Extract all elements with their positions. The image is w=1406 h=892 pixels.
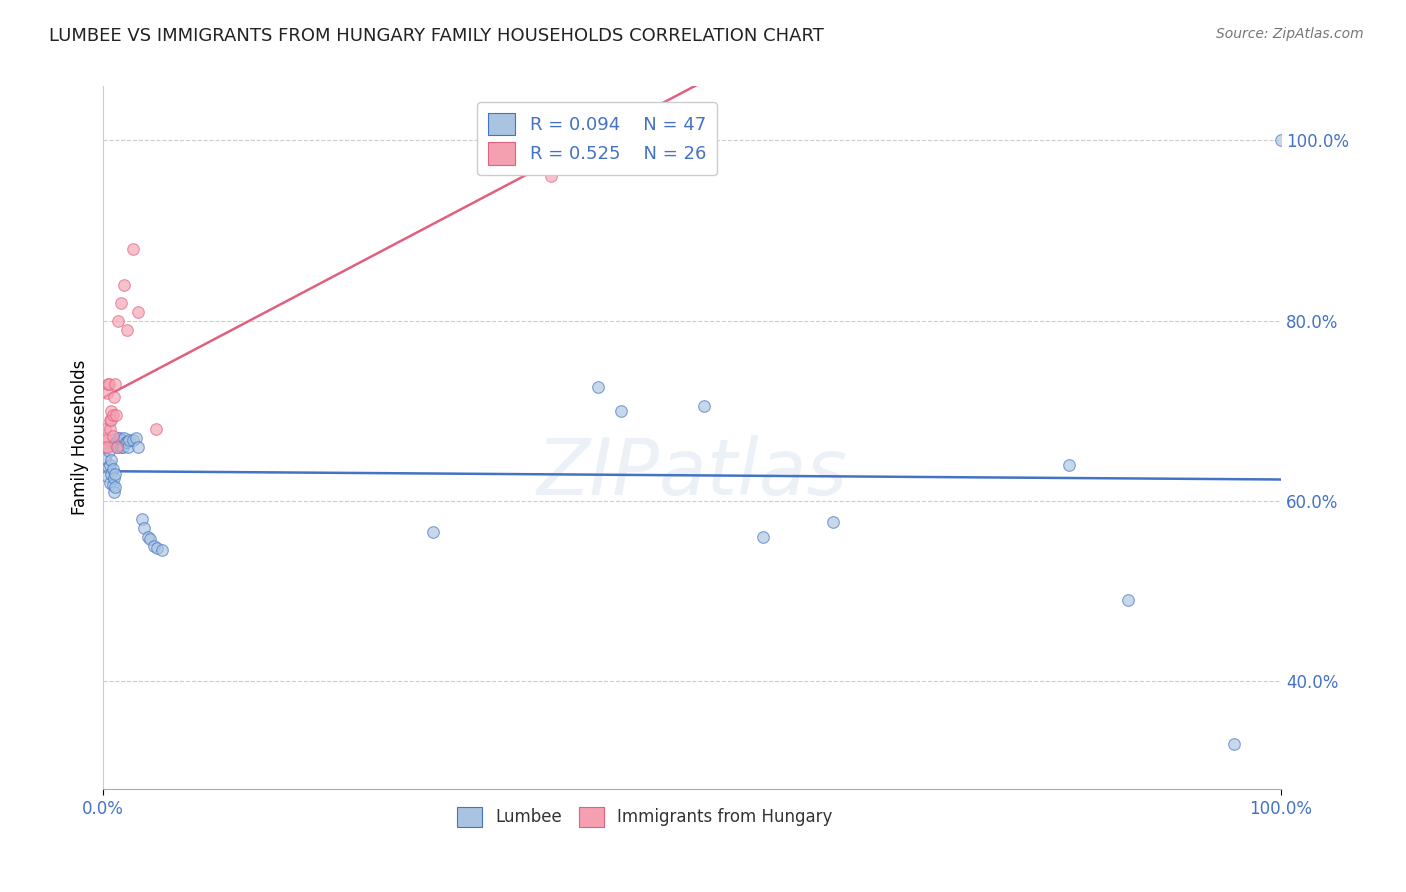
Point: [134, 521, 156, 535]
Point: [94, 422, 117, 436]
Point: [112, 277, 135, 292]
Point: [127, 304, 149, 318]
Point: [1223, 737, 1246, 751]
Point: [117, 440, 139, 454]
Point: [108, 431, 131, 445]
Point: [104, 467, 127, 481]
Point: [101, 429, 124, 443]
Point: [96, 385, 118, 400]
Point: [1270, 133, 1292, 147]
Point: [146, 541, 169, 555]
Point: [823, 515, 845, 529]
Point: [118, 433, 141, 447]
Legend: Lumbee, Immigrants from Hungary: Lumbee, Immigrants from Hungary: [450, 800, 839, 834]
Point: [111, 433, 134, 447]
Point: [101, 477, 124, 491]
Point: [107, 313, 129, 327]
Point: [145, 422, 167, 436]
Point: [422, 525, 444, 540]
Point: [91, 435, 114, 450]
Point: [1116, 593, 1139, 607]
Point: [93, 440, 115, 454]
Point: [97, 459, 120, 474]
Point: [114, 435, 136, 450]
Point: [105, 409, 128, 423]
Point: [104, 376, 127, 391]
Point: [540, 169, 562, 184]
Point: [150, 543, 173, 558]
Point: [139, 532, 162, 546]
Point: [131, 512, 153, 526]
Point: [103, 471, 125, 485]
Point: [115, 323, 138, 337]
Point: [98, 422, 121, 436]
Point: [100, 413, 122, 427]
Point: [751, 530, 773, 544]
Text: LUMBEE VS IMMIGRANTS FROM HUNGARY FAMILY HOUSEHOLDS CORRELATION CHART: LUMBEE VS IMMIGRANTS FROM HUNGARY FAMILY…: [49, 27, 824, 45]
Point: [96, 468, 118, 483]
Point: [94, 450, 117, 465]
Text: Source: ZipAtlas.com: Source: ZipAtlas.com: [1216, 27, 1364, 41]
Point: [98, 413, 121, 427]
Point: [105, 435, 128, 450]
Point: [136, 530, 159, 544]
Point: [107, 431, 129, 445]
Point: [103, 390, 125, 404]
Point: [142, 539, 165, 553]
Point: [115, 435, 138, 450]
Point: [112, 440, 135, 454]
Point: [127, 440, 149, 454]
Point: [105, 440, 128, 454]
Point: [100, 467, 122, 481]
Point: [1057, 458, 1080, 472]
Point: [103, 484, 125, 499]
Point: [610, 403, 633, 417]
Point: [693, 399, 716, 413]
Point: [94, 431, 117, 445]
Text: ZIPatlas: ZIPatlas: [537, 435, 848, 511]
Point: [98, 376, 121, 391]
Point: [98, 444, 121, 458]
Point: [105, 440, 128, 454]
Point: [96, 440, 118, 454]
Point: [586, 380, 609, 394]
Point: [110, 295, 132, 310]
Point: [98, 475, 121, 490]
Point: [98, 458, 121, 472]
Point: [107, 438, 129, 452]
Point: [121, 433, 143, 447]
Point: [125, 431, 148, 445]
Point: [112, 431, 135, 445]
Y-axis label: Family Households: Family Households: [72, 360, 89, 516]
Point: [121, 242, 143, 256]
Point: [101, 409, 124, 423]
Point: [104, 480, 127, 494]
Point: [101, 462, 124, 476]
Point: [100, 453, 122, 467]
Point: [100, 403, 122, 417]
Point: [110, 440, 132, 454]
Point: [97, 376, 120, 391]
